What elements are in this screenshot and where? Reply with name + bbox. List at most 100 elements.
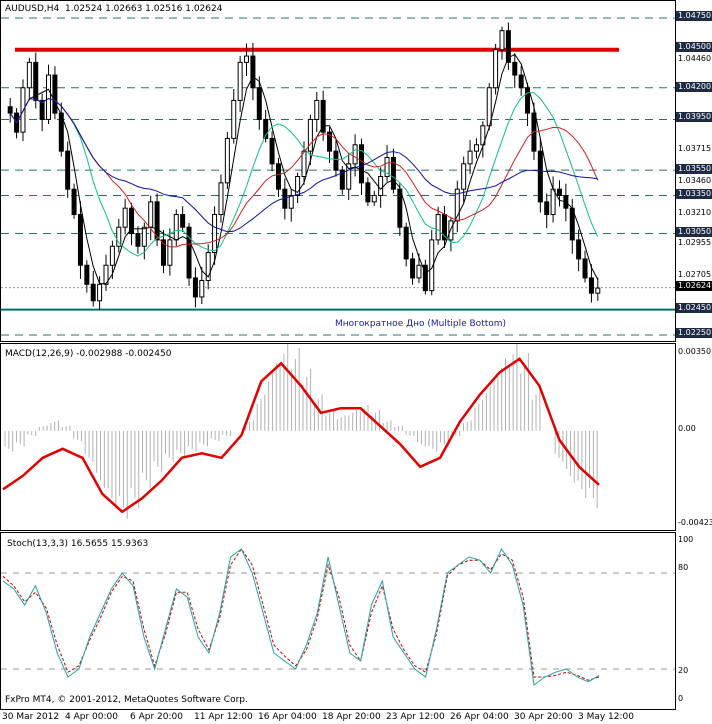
candle-body bbox=[186, 226, 192, 279]
candle-body bbox=[358, 144, 364, 184]
price-tag-103050: 1.03050 bbox=[676, 227, 712, 237]
price-tick-103210: 1.03210 bbox=[678, 208, 712, 217]
candle-body bbox=[473, 144, 479, 152]
candle-body bbox=[576, 239, 582, 260]
x-tick-label: 26 Apr 04:00 bbox=[450, 712, 509, 722]
candle-body bbox=[26, 61, 32, 89]
candle-body bbox=[435, 214, 441, 241]
candle-body bbox=[71, 188, 77, 216]
ma-mid-line bbox=[9, 92, 599, 257]
candle-body bbox=[346, 163, 352, 190]
candle-body bbox=[167, 239, 173, 266]
candle-body bbox=[448, 220, 454, 241]
x-tick-label: 6 Apr 20:00 bbox=[130, 712, 183, 722]
candle-body bbox=[582, 258, 588, 279]
candle-body bbox=[327, 131, 333, 152]
candle-body bbox=[275, 163, 281, 190]
candle-body bbox=[77, 214, 83, 266]
candle-body bbox=[129, 207, 135, 235]
candle-body bbox=[422, 264, 428, 292]
candle-body bbox=[33, 61, 39, 101]
candle-body bbox=[371, 195, 377, 203]
price-tick-102955: 1.02955 bbox=[678, 238, 712, 247]
candle-body bbox=[518, 74, 524, 89]
candle-body bbox=[141, 226, 147, 247]
stoch-signal-line bbox=[2, 548, 600, 681]
x-tick-label: 3 May 12:00 bbox=[578, 712, 634, 722]
candle-body bbox=[103, 264, 109, 285]
stochastic-pane[interactable]: Stoch(13,3,3) 16.5655 15.9363 FxPro MT4,… bbox=[0, 532, 676, 710]
candle-body bbox=[390, 156, 396, 190]
candle-body bbox=[256, 87, 262, 120]
candle-body bbox=[52, 74, 58, 114]
copyright-text: FxPro MT4, © 2001-2012, MetaQuotes Softw… bbox=[5, 695, 248, 705]
candle-body bbox=[365, 182, 371, 203]
candle-body bbox=[84, 264, 90, 285]
stoch-main-line bbox=[2, 547, 600, 686]
price-tag-103550: 1.03550 bbox=[676, 164, 712, 174]
candle-body bbox=[352, 144, 358, 165]
candle-body bbox=[403, 226, 409, 260]
candle-body bbox=[493, 49, 499, 89]
candle-body bbox=[173, 214, 179, 241]
price-tag-104200: 1.04200 bbox=[676, 82, 712, 92]
candle-body bbox=[109, 245, 115, 266]
stoch-tick-100: 100 bbox=[678, 535, 694, 544]
candle-body bbox=[537, 150, 543, 203]
macd-pane[interactable]: MACD(12,26,9) -0.002988 -0.002450 bbox=[0, 343, 676, 531]
candle-body bbox=[224, 137, 230, 184]
x-tick-label: 11 Apr 12:00 bbox=[194, 712, 253, 722]
candle-body bbox=[467, 150, 473, 165]
macd-tick-bottom: -0.00423 bbox=[678, 518, 712, 527]
candle-body bbox=[544, 201, 550, 216]
candle-body bbox=[461, 163, 467, 190]
x-tick-label: 4 Apr 00:00 bbox=[65, 712, 118, 722]
x-tick-label: 16 Apr 04:00 bbox=[258, 712, 317, 722]
candle-body bbox=[122, 207, 128, 228]
price-chart-pane[interactable]: AUDUSD,H4 1.02524 1.02663 1.02516 1.0262… bbox=[0, 0, 676, 342]
candle-body bbox=[505, 30, 511, 63]
candle-body bbox=[65, 150, 71, 190]
stoch-tick-20: 20 bbox=[678, 666, 689, 675]
candle-body bbox=[20, 87, 26, 133]
candle-body bbox=[39, 99, 45, 120]
candle-body bbox=[339, 169, 345, 190]
candle-body bbox=[499, 30, 505, 51]
candle-body bbox=[397, 188, 403, 228]
candle-body bbox=[58, 112, 64, 152]
stoch-tick-80: 80 bbox=[678, 563, 689, 572]
x-tick-label: 30 Mar 2012 bbox=[2, 712, 60, 722]
candle-body bbox=[237, 61, 243, 101]
price-tick-102705: 1.02705 bbox=[678, 270, 712, 279]
candle-body bbox=[320, 99, 326, 133]
candle-body bbox=[263, 118, 269, 139]
ma-long-line bbox=[9, 98, 598, 233]
x-tick-label: 30 Apr 20:00 bbox=[514, 712, 573, 722]
candle-body bbox=[244, 55, 250, 63]
price-chart-svg bbox=[1, 17, 675, 336]
candle-body bbox=[512, 61, 518, 76]
candle-body bbox=[307, 118, 313, 152]
macd-axis bbox=[676, 343, 712, 531]
price-tag-104750: 1.04750 bbox=[676, 11, 712, 21]
macd-tick-top: 0.00350 bbox=[678, 347, 712, 356]
stochastic-title: Stoch(13,3,3) 16.5655 15.9363 bbox=[7, 539, 149, 549]
candle-body bbox=[199, 279, 205, 298]
candle-body bbox=[429, 239, 435, 292]
candle-body bbox=[588, 277, 594, 294]
macd-svg bbox=[2, 344, 600, 519]
x-tick-label: 23 Apr 12:00 bbox=[386, 712, 445, 722]
candle-body bbox=[192, 277, 198, 298]
candle-body bbox=[160, 239, 166, 266]
candle-body bbox=[410, 258, 416, 279]
candle-body bbox=[416, 264, 422, 279]
macd-signal-line bbox=[2, 357, 600, 514]
candle-body bbox=[269, 137, 275, 165]
candle-body bbox=[314, 99, 320, 120]
price-tick-104460: 1.04460 bbox=[678, 54, 712, 63]
candle-body bbox=[180, 214, 186, 228]
candle-body bbox=[556, 188, 562, 197]
price-tag-102250: 1.02250 bbox=[676, 328, 712, 338]
stochastic-axis bbox=[676, 532, 712, 710]
price-tick-103460: 1.03460 bbox=[678, 176, 712, 185]
